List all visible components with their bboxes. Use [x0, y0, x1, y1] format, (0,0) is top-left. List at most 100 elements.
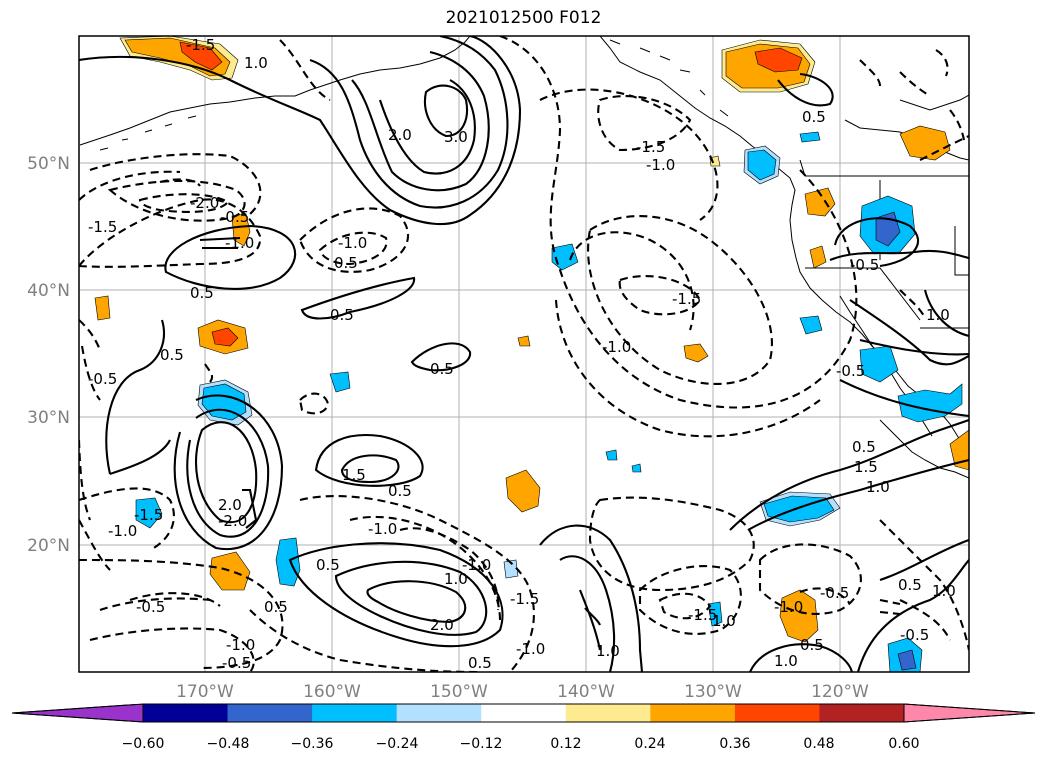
contour-label: -0.5 [900, 626, 929, 644]
contour-label: 1.5 [854, 458, 878, 476]
contour-label: 0.5 [468, 654, 492, 672]
colorbar-extend-high [903, 703, 1036, 723]
contour-label: -1.5 [134, 506, 163, 524]
coastlines [79, 36, 969, 479]
colorbar-tick-label: 0.48 [803, 736, 834, 752]
contour-label: 3.0 [444, 128, 468, 146]
colorbar-segment [565, 704, 651, 722]
contour-label: -1.0 [516, 640, 545, 658]
contour-label: 0.5 [430, 360, 454, 378]
lat-label: 50°N [27, 154, 70, 174]
lon-label: 120°W [811, 682, 869, 702]
contour-label: -0.5 [836, 362, 865, 380]
contour-label: 1.0 [866, 478, 890, 496]
colorbar-tick-label: 0.60 [888, 736, 919, 752]
colorbar-tick-label: 0.36 [719, 736, 750, 752]
contour-label: -1.5 [186, 36, 215, 54]
contour-label: -0.5 [850, 256, 879, 274]
graticule [79, 36, 969, 672]
contour-label: 2.0 [430, 616, 454, 634]
contours-positive [79, 36, 969, 672]
contour-label: 0.5 [316, 556, 340, 574]
longitude-labels: 170°W 160°W 150°W 140°W 130°W 120°W [176, 682, 869, 702]
colorbar-segments [11, 703, 1036, 723]
contour-label: -1.0 [774, 598, 803, 616]
lon-label: 160°W [303, 682, 361, 702]
colorbar-segment [819, 704, 905, 722]
contour-label: 1.0 [244, 54, 268, 72]
colorbar-tick-label: 0.24 [634, 736, 665, 752]
contour-label: -0.5 [820, 584, 849, 602]
contour-label: -0.5 [136, 598, 165, 616]
contour-label: 1.5 [342, 466, 366, 484]
contour-label: -0.5 [220, 208, 249, 226]
contour-label: -2.0 [190, 194, 219, 212]
contour-label: -1.0 [646, 156, 675, 174]
latitude-labels: 50°N 40°N 30°N 20°N [27, 154, 70, 556]
contour-label: 1.0 [926, 306, 950, 324]
contour-label: 0.5 [190, 284, 214, 302]
contours-negative [79, 36, 969, 672]
colorbar-segment [143, 704, 229, 722]
colorbar-segment [312, 704, 398, 722]
contour-label: 0.5 [852, 438, 876, 456]
colorbar-segment [650, 704, 736, 722]
lon-label: 140°W [557, 682, 615, 702]
contour-label: 1.0 [444, 570, 468, 588]
map-title: 2021012500 F012 [445, 8, 602, 28]
lat-label: 30°N [27, 408, 70, 428]
lat-label: 20°N [27, 536, 70, 556]
colorbar-segment [396, 704, 482, 722]
lon-label: 150°W [430, 682, 488, 702]
contour-label: 0.5 [264, 598, 288, 616]
contour-label: 0.5 [800, 636, 824, 654]
colorbar-tick-label: −0.60 [122, 736, 165, 752]
contour-label: 1.0 [712, 612, 736, 630]
colorbar-tick-label: −0.24 [376, 736, 419, 752]
colorbar-tick-label: −0.36 [291, 736, 334, 752]
contour-label: -1.5 [510, 590, 539, 608]
contour-label: 0.5 [160, 346, 184, 364]
colorbar-tick-label: 0.12 [550, 736, 581, 752]
contour-label: -1.0 [368, 520, 397, 538]
contour-label: 1.0 [932, 582, 956, 600]
colorbar-tick-label: −0.48 [207, 736, 250, 752]
colorbar-tick-labels: −0.60 −0.48 −0.36 −0.24 −0.12 0.12 0.24 … [122, 736, 920, 752]
contour-label: -1.0 [338, 234, 367, 252]
contour-label: 0.5 [802, 108, 826, 126]
colorbar-box [142, 703, 905, 723]
map-plot-area: -1.5 1.0 2.0 3.0 -1.5 -1.0 0.5 -1.5 -2.0… [79, 36, 969, 672]
colorbar-segment [481, 704, 567, 722]
lon-label: 130°W [684, 682, 742, 702]
contour-label: 0.5 [334, 254, 358, 272]
contour-label: 0.5 [330, 306, 354, 324]
contour-label: -1.0 [602, 338, 631, 356]
contour-label: 1.0 [596, 642, 620, 660]
colorbar: −0.60 −0.48 −0.36 −0.24 −0.12 0.12 0.24 … [11, 703, 1036, 752]
contour-label: 2.0 [218, 496, 242, 514]
contour-label: -1.0 [226, 636, 255, 654]
colorbar-tick-label: −0.12 [460, 736, 503, 752]
colorbar-segment [734, 704, 820, 722]
contour-label: -2.0 [218, 512, 247, 530]
map-frame [78, 35, 970, 673]
contour-label: -0.5 [88, 370, 117, 388]
contour-label: -0.5 [222, 654, 251, 672]
shaded-anomalies [94, 36, 969, 672]
contour-label: -1.5 [88, 218, 117, 236]
contour-label: -1.5 [636, 138, 665, 156]
colorbar-extend-low [11, 703, 144, 723]
lon-label: 170°W [176, 682, 234, 702]
contour-labels: -1.5 1.0 2.0 3.0 -1.5 -1.0 0.5 -1.5 -2.0… [88, 36, 956, 672]
contour-label: -1.0 [462, 556, 491, 574]
contour-label: 0.5 [388, 482, 412, 500]
contour-label: -1.5 [688, 606, 717, 624]
contour-label: -1.5 [672, 290, 701, 308]
contour-label: 0.5 [898, 576, 922, 594]
contour-label: -1.0 [225, 234, 254, 252]
contour-label: 1.0 [774, 652, 798, 670]
colorbar-segment [227, 704, 313, 722]
contour-label: 2.0 [388, 126, 412, 144]
lat-label: 40°N [27, 281, 70, 301]
